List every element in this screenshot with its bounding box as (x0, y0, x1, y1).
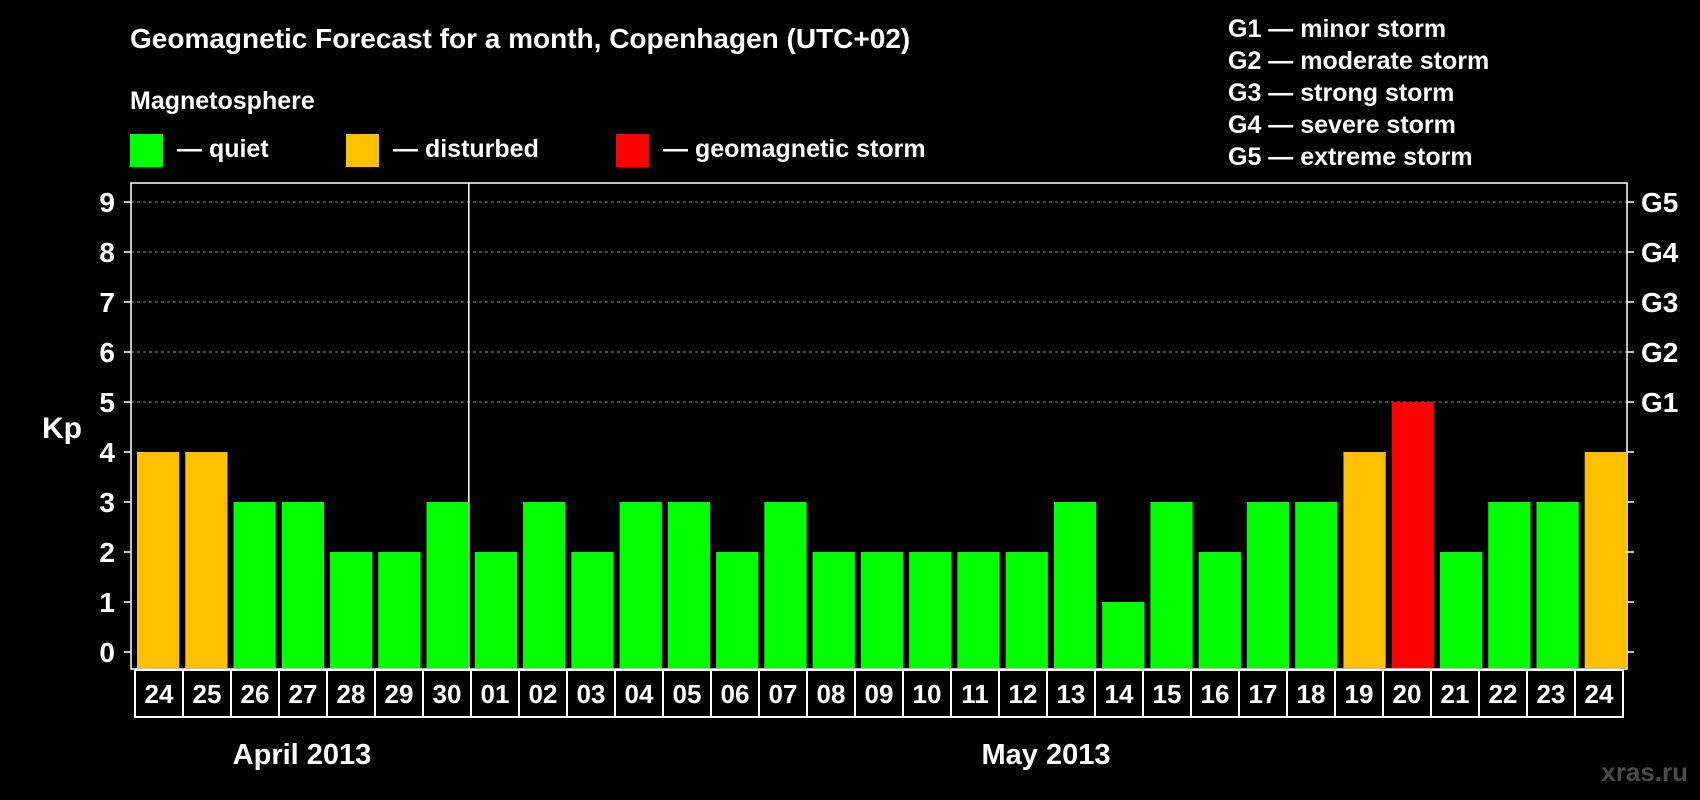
y-tick-label: 2 (99, 537, 115, 568)
x-tick-label: 21 (1441, 679, 1470, 709)
date-box-frame (134, 669, 1624, 718)
bar (812, 552, 855, 668)
x-tick-label: 05 (673, 679, 702, 709)
bar (378, 552, 421, 668)
bar (909, 552, 952, 668)
bar (1246, 502, 1290, 668)
y-tick-label: 6 (99, 337, 115, 368)
g-level-label: G4 (1641, 237, 1679, 268)
g-scale-g4: G4 — severe storm (1228, 111, 1456, 139)
bar (1536, 502, 1579, 668)
x-tick-label: 14 (1105, 679, 1134, 709)
legend-label-disturbed: — disturbed (393, 135, 539, 163)
bar (1391, 402, 1434, 668)
x-tick-label: 30 (433, 679, 462, 709)
month-label-april: April 2013 (233, 739, 372, 771)
bar (619, 502, 662, 668)
bar (185, 452, 228, 668)
x-tick-label: 09 (865, 679, 894, 709)
x-tick-label: 17 (1249, 679, 1278, 709)
y-axis-label: Kp (42, 412, 82, 445)
bar (716, 552, 759, 668)
y-tick-label: 9 (99, 187, 115, 218)
bar (1295, 502, 1338, 668)
legend-swatch-quiet (130, 134, 163, 167)
legend-label-quiet: — quiet (177, 135, 269, 163)
y-tick-label: 3 (99, 487, 115, 518)
x-tick-label: 24 (1585, 679, 1614, 709)
x-tick-label: 26 (241, 679, 270, 709)
x-tick-label: 11 (961, 679, 989, 709)
y-tick-label: 0 (99, 637, 115, 668)
x-tick-label: 06 (721, 679, 750, 709)
bar (426, 502, 469, 668)
x-tick-label: 27 (289, 679, 318, 709)
bar (957, 552, 1000, 668)
legend-swatch-disturbed (346, 134, 379, 167)
y-tick-label: 8 (99, 237, 115, 268)
chart-title: Geomagnetic Forecast for a month, Copenh… (130, 23, 910, 54)
bar (281, 502, 325, 668)
x-tick-label: 03 (577, 679, 606, 709)
x-tick-label: 29 (385, 679, 414, 709)
x-tick-label: 22 (1489, 679, 1518, 709)
x-tick-label: 08 (817, 679, 846, 709)
x-tick-label: 07 (769, 679, 798, 709)
legend-swatch-storm (616, 134, 649, 167)
g-scale-g3: G3 — strong storm (1228, 79, 1454, 107)
bar (764, 502, 807, 668)
bar (233, 502, 276, 668)
g-level-label: G5 (1641, 187, 1678, 218)
y-tick-label: 7 (99, 287, 115, 318)
bar (1198, 552, 1241, 668)
x-tick-label: 04 (625, 679, 654, 709)
y-tick-label: 5 (99, 387, 115, 418)
x-tick-label: 16 (1201, 679, 1230, 709)
x-tick-label: 25 (193, 679, 222, 709)
bar (1584, 452, 1627, 668)
x-tick-label: 01 (481, 679, 510, 709)
month-label-may: May 2013 (982, 739, 1111, 771)
bar (1439, 552, 1483, 668)
x-tick-label: 23 (1537, 679, 1566, 709)
x-tick-label: 15 (1153, 679, 1182, 709)
x-tick-label: 02 (529, 679, 558, 709)
bar (1343, 452, 1386, 668)
watermark: xras.ru (1601, 757, 1688, 787)
g-level-label: G2 (1641, 337, 1678, 368)
g-scale-g1: G1 — minor storm (1228, 15, 1446, 43)
g-level-label: G1 (1641, 387, 1678, 418)
x-tick-label: 12 (1009, 679, 1038, 709)
x-tick-label: 19 (1345, 679, 1374, 709)
bar (860, 552, 904, 668)
g-level-label: G3 (1641, 287, 1678, 318)
bar (1102, 602, 1145, 668)
legend-heading: Magnetosphere (130, 87, 315, 115)
x-tick-label: 13 (1057, 679, 1086, 709)
bar (523, 502, 566, 668)
bar (137, 452, 180, 668)
bar (571, 552, 614, 668)
bar (474, 552, 518, 668)
bar (1150, 502, 1193, 668)
bar (1053, 502, 1097, 668)
bar (1005, 552, 1048, 668)
x-tick-label: 24 (145, 679, 174, 709)
x-tick-label: 18 (1297, 679, 1326, 709)
g-scale-g5: G5 — extreme storm (1228, 143, 1473, 171)
x-tick-label: 28 (337, 679, 366, 709)
x-tick-label: 10 (913, 679, 942, 709)
y-tick-label: 4 (99, 437, 115, 468)
legend-label-storm: — geomagnetic storm (663, 135, 926, 163)
g-scale-g2: G2 — moderate storm (1228, 47, 1489, 75)
bar (330, 552, 373, 668)
y-tick-label: 1 (99, 587, 115, 618)
bar (667, 502, 711, 668)
x-tick-label: 20 (1393, 679, 1422, 709)
bar (1488, 502, 1531, 668)
